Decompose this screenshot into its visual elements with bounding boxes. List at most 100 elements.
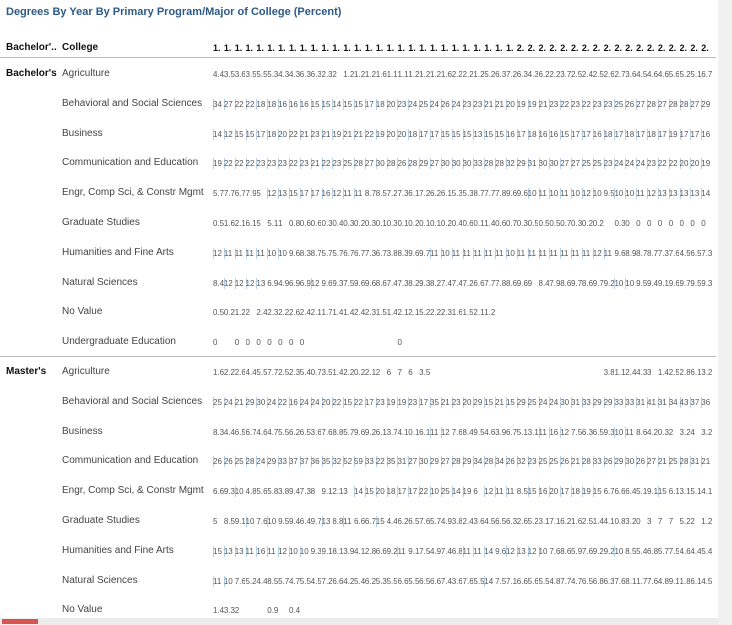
cell-value: 7.2 <box>386 189 398 199</box>
cell-value: 2.8 <box>679 368 691 377</box>
cell-value: 13 <box>668 188 680 200</box>
cell-value: 6.2 <box>560 517 571 526</box>
cell-value: 2 <box>375 368 381 377</box>
cell-value: 7.6 <box>581 546 593 556</box>
cell-value: 29 <box>419 158 430 170</box>
cell-value: 37 <box>690 396 702 408</box>
cell-value: 8.3 <box>397 248 409 258</box>
cell-value: 1.2 <box>354 70 365 79</box>
cell-value: 11 <box>462 545 474 557</box>
cell-value: 9.2 <box>603 546 615 556</box>
cell-value: 23 <box>451 396 463 408</box>
cell-value: 0.8 <box>614 517 626 526</box>
sheet-tab[interactable] <box>2 619 38 624</box>
cell-value: 10 <box>614 426 626 438</box>
cell-value: 6.3 <box>310 70 322 79</box>
cell-value: 26 <box>505 456 517 468</box>
cell-value: 4.5 <box>701 576 713 586</box>
cell-value: 9.1 <box>657 278 669 288</box>
cell-value: 25 <box>549 456 561 468</box>
cell-value: 15 <box>321 98 333 110</box>
cell-value: 30 <box>451 158 463 170</box>
cell-value: 31 <box>397 456 409 468</box>
cell-value: 4.9 <box>430 546 441 556</box>
column-header: 2. <box>538 43 547 53</box>
cell-value: 29 <box>516 158 528 170</box>
cell-value: 17 <box>560 486 571 498</box>
college-label: Communication and Education <box>62 157 199 169</box>
cell-value: 17 <box>430 128 441 140</box>
column-header: 2. <box>592 43 601 53</box>
cell-value: 5.5 <box>538 576 550 586</box>
cell-value: 9.3 <box>223 487 235 497</box>
cell-value: 17 <box>581 128 593 140</box>
cell-value: 9.5 <box>690 278 702 288</box>
cell-value: 9.3 <box>603 427 615 437</box>
cell-value: 15 <box>234 128 246 140</box>
cell-value: 11 <box>223 247 235 259</box>
cell-value: 10 <box>505 247 517 259</box>
cell-value: 22 <box>234 158 246 170</box>
cell-value: 0 <box>668 219 674 228</box>
cell-value: 10 <box>299 545 311 557</box>
cell-value: 3.6 <box>625 70 637 79</box>
cell-value: 3.8 <box>386 248 398 258</box>
cell-value: 3 <box>647 517 652 526</box>
cell-value: 9.6 <box>614 248 626 258</box>
cell-value: 27 <box>223 98 235 110</box>
cell-value: 11 <box>343 188 354 200</box>
cell-value: 6.8 <box>592 576 604 586</box>
cell-value: 11 <box>516 247 528 259</box>
cell-value: 20 <box>679 158 691 170</box>
cell-value: 4.5 <box>484 517 496 526</box>
cell-value: 6.3 <box>581 427 593 437</box>
cell-value: 22 <box>234 98 246 110</box>
cell-value: 20 <box>278 128 289 140</box>
cell-value: 9.6 <box>408 248 420 258</box>
cell-value: 19 <box>375 128 387 140</box>
cell-value: 9.4 <box>288 517 300 526</box>
cell-value: 43 <box>679 396 691 408</box>
cell-value: 1.4 <box>484 219 496 228</box>
cell-value: 0 <box>625 219 630 228</box>
cell-value: 26 <box>625 98 637 110</box>
cell-value: 2.5 <box>668 368 680 377</box>
side-panel <box>718 0 732 625</box>
cell-value: 1.1 <box>397 70 409 79</box>
cell-value: 11 <box>473 247 485 259</box>
cell-value: 4.5 <box>636 70 647 79</box>
cell-value: 29 <box>701 98 713 110</box>
cell-value: 17 <box>397 486 409 498</box>
cell-value: 25 <box>234 456 246 468</box>
cell-value: 9.1 <box>321 487 333 497</box>
column-header: 2. <box>527 43 536 53</box>
cell-value: 1.2 <box>473 70 485 79</box>
college-label: Business <box>62 127 103 139</box>
cell-value: 9.1 <box>321 546 333 556</box>
cell-value: 21 <box>701 456 713 468</box>
cell-value: 24 <box>625 158 637 170</box>
cell-value: 11 <box>354 188 365 200</box>
cell-value: 3.1 <box>527 427 539 437</box>
group-label: Bachelor's <box>6 68 57 79</box>
cell-value: 12 <box>213 247 224 259</box>
cell-value: 22 <box>657 158 669 170</box>
cell-value: 5.8 <box>267 487 279 497</box>
cell-value: 29 <box>267 456 279 468</box>
cell-value: 12 <box>581 188 593 200</box>
cell-value: 9.2 <box>592 546 604 556</box>
cell-value: 21 <box>538 98 550 110</box>
cell-value: 2.7 <box>614 70 626 79</box>
cell-value: 17 <box>299 188 311 200</box>
cell-value: 8.6 <box>375 278 387 288</box>
cell-value: 10 <box>527 188 539 200</box>
cell-value: 18 <box>375 98 387 110</box>
cell-value: 0 <box>636 219 641 228</box>
cell-value: 6.6 <box>332 576 344 586</box>
cell-value: 6.5 <box>581 576 593 586</box>
cell-value: 2.3 <box>440 308 452 318</box>
cell-value: 4.4 <box>386 517 398 526</box>
cell-value: 0.4 <box>451 219 463 228</box>
cell-value: 5.7 <box>343 427 354 437</box>
cell-value: 5.7 <box>213 189 224 199</box>
